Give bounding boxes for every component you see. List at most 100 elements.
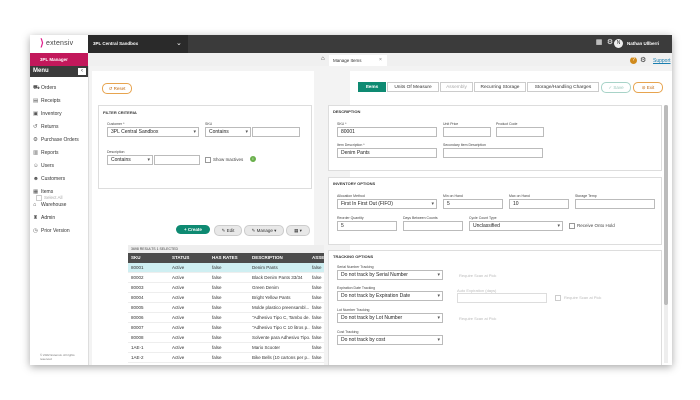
sidebar-item-admin[interactable]: ♜ Admin [33,213,87,223]
tab-items[interactable]: Items [358,82,386,92]
column-header-sku[interactable]: SKU [131,255,141,260]
table-row[interactable]: 1AE-3ActivefalseLadies Beach Cover Ups (… [128,363,324,365]
table-cell: 80003 [131,285,144,290]
table-row[interactable]: 80007 Active false "Adhesivo Tipo C 10 litr… [128,323,324,333]
column-header-description[interactable]: DESCRIPTION [252,255,283,260]
report-icon: ▥ [33,150,39,156]
table-row[interactable]: 80004 Active false Bright Yellow Pants false [128,293,324,303]
product-badge-label: 3PL Manager [40,57,68,62]
table-row[interactable]: 80005 Active false Molde plastico preensamb… [128,303,324,313]
table-cell: false [212,305,222,310]
exit-button[interactable]: ⊘ Exit [633,82,663,93]
tab-assembly[interactable]: Assembly [440,82,473,92]
support-link[interactable]: Support [653,58,671,64]
edit-button[interactable]: ✎ Edit [214,225,242,236]
lot-tracking-select[interactable]: Do not track by Lot Number [337,313,443,323]
gear-icon[interactable]: ⚙ [640,57,647,64]
manage-button[interactable]: ✎ Manage ▾ [244,225,284,236]
tab-storage-handling-charges[interactable]: Storage/Handling Charges [527,82,599,92]
table-cell: false [212,325,222,330]
table-row[interactable]: 80003 Active false Green Denim false [128,283,324,293]
max-on-hand-field[interactable]: 10 [509,199,569,209]
sidebar-item-items[interactable]: ▦ Items [33,187,87,197]
table-cell: false [312,275,322,280]
reorder-quantity-field[interactable]: 5 [337,221,397,231]
environment-selector[interactable]: 3PL Central Sandbox ⌄ [88,35,188,53]
receive-onto-hold-checkbox[interactable] [569,223,575,229]
sku-field[interactable]: 80001 [337,127,437,137]
product-code-field[interactable] [496,127,544,137]
home-icon[interactable]: ⌂ [321,56,325,62]
item-description-field[interactable]: Denim Pants [337,148,437,158]
table-cell: Bright Yellow Pants [252,295,291,300]
expiration-require-scan-label: Require Scan at Pick [564,295,602,300]
sidebar-item-reports[interactable]: ▥ Reports [33,148,87,158]
sku-input[interactable] [252,127,300,137]
secondary-description-field[interactable] [443,148,543,158]
app-window: ⟩ extensiv 3PL Central Sandbox ⌄ ▦ ⚙ N N… [30,35,672,365]
sidebar-item-orders[interactable]: ⛟Orders [33,83,87,93]
table-row[interactable]: 1AE-2 Active false Bike Bells (10 cartons p… [128,353,324,363]
detail-scrollbar[interactable] [664,105,668,363]
sidebar-item-inventory[interactable]: ▣ Inventory [33,109,87,119]
table-cell: false [312,363,324,365]
serial-tracking-select[interactable]: Do not track by Serial Number [337,270,443,280]
sidebar-item-receipts[interactable]: ▤ Receipts [33,96,87,106]
sidebar-item-warehouse[interactable]: ⌂ Warehouse [33,200,87,210]
settings-icon[interactable]: ⚙ [606,39,614,46]
unit-price-field[interactable] [443,127,491,137]
scrollbar-thumb[interactable] [664,105,668,305]
column-header-assembly[interactable]: ASSEM [312,255,324,260]
table-cell: Active [172,363,210,365]
cost-tracking-select[interactable]: Do not track by cost [337,335,443,345]
avatar[interactable]: N [614,39,623,48]
show-inactives-checkbox[interactable] [205,157,211,163]
sidebar-item-returns[interactable]: ↺ Returns [33,122,87,132]
reset-button[interactable]: ↺ Reset [102,83,132,94]
auto-expiration-label: Auto Expiration (days) [457,288,497,293]
apps-icon[interactable]: ▦ [595,39,603,46]
tab-recurring-storage[interactable]: Recurring Storage [474,82,526,92]
table-row[interactable]: 80008 Active false Solvente para Adhesivo T… [128,333,324,343]
columns-button[interactable]: ▦ ▾ [286,225,310,236]
table-cell: 1AE-3 [131,363,169,365]
product-badge: 3PL Manager [30,53,88,66]
tab-units-of-measure[interactable]: Units Of Measure [387,82,439,92]
table-row[interactable]: 80006 Active false "Adhesivo Tipo C, Tambo … [128,313,324,323]
allocation-method-select[interactable]: First In First Out (FIFO) [337,199,437,209]
close-icon[interactable]: × [379,57,382,63]
sidebar-item-purchase-orders[interactable]: ⚙ Purchase Orders [33,135,87,145]
table-row[interactable]: 80002 Active false Black Denim Pants 33/34 f… [128,273,324,283]
sku-operator-select[interactable]: Contains [205,127,251,137]
table-cell: 80002 [131,275,144,280]
column-header-has-rates[interactable]: HAS RATES [212,255,238,260]
customer-select[interactable]: 3PL Central Sandbox [107,127,199,137]
description-input[interactable] [154,155,200,165]
logo[interactable]: ⟩ extensiv [30,35,88,53]
chevron-down-icon: ⌄ [176,40,182,47]
cycle-count-type-select[interactable]: Unclassified [469,221,563,231]
min-on-hand-field[interactable]: 5 [443,199,503,209]
item-description-label: Item Description * [337,143,365,147]
column-header-status[interactable]: STATUS [172,255,190,260]
help-icon[interactable]: ? [630,57,637,64]
info-icon[interactable]: i [250,156,256,162]
save-button[interactable]: ✓ Save [601,82,631,93]
sidebar-item-prior-version[interactable]: ◷ Prior Version [33,226,87,236]
sidebar-item-customers[interactable]: ☻ Customers [33,174,87,184]
table-row[interactable]: 80001 Active false Denim Pants false [128,263,324,273]
days-between-counts-field[interactable] [403,221,463,231]
expiration-tracking-select[interactable]: Do not track by Expiration Date [337,291,443,301]
storage-temp-field[interactable] [575,199,655,209]
sidebar-item-label: Prior Version [41,228,70,234]
exit-label: Exit [646,85,655,90]
sidebar-item-users[interactable]: ☺ Users [33,161,87,171]
create-button[interactable]: + Create [176,225,210,234]
table-cell: false [212,275,222,280]
collapse-menu-icon[interactable]: ‹ [78,68,86,75]
select-all-checkbox[interactable] [36,195,42,201]
user-name[interactable]: Nathan Ullberri [627,41,660,46]
description-operator-select[interactable]: Contains [107,155,153,165]
tab-manage-items[interactable]: Manage Items × [329,55,387,66]
table-row[interactable]: 1AE-1 Active false Mario Scooter false [128,343,324,353]
